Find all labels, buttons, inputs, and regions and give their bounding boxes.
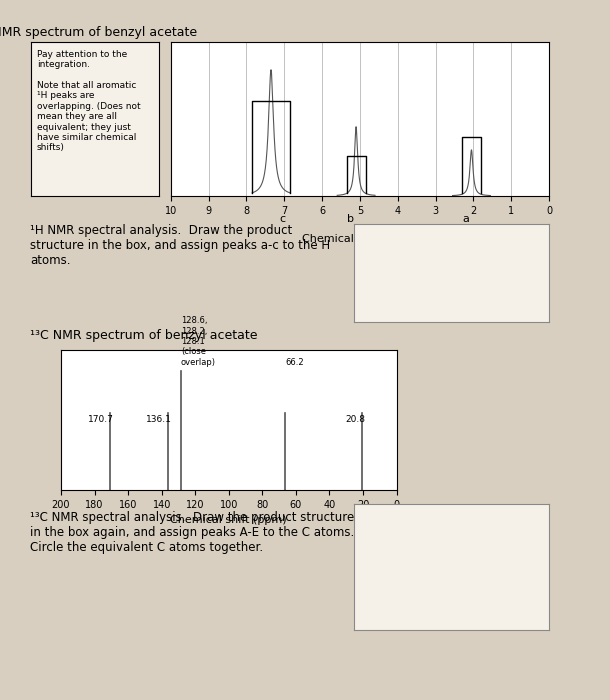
Text: ¹H NMR spectral analysis.  Draw the product
structure in the box, and assign pea: ¹H NMR spectral analysis. Draw the produ… <box>30 224 331 267</box>
Text: c: c <box>279 214 285 225</box>
Text: 170.7: 170.7 <box>88 416 113 424</box>
Text: 128.6,
128.2,
128.1
(close
overlap): 128.6, 128.2, 128.1 (close overlap) <box>181 316 216 367</box>
Text: ¹H NMR spectrum of benzyl acetate: ¹H NMR spectrum of benzyl acetate <box>0 27 197 39</box>
Text: 136.1: 136.1 <box>146 416 171 424</box>
X-axis label: Chemical shift (ppm): Chemical shift (ppm) <box>170 515 287 525</box>
X-axis label: Chemical shift (ppm): Chemical shift (ppm) <box>301 234 418 244</box>
Text: 66.2: 66.2 <box>285 358 304 367</box>
Text: b: b <box>347 214 354 225</box>
Text: ¹³C NMR spectral analysis.  Draw the product structure
in the box again, and ass: ¹³C NMR spectral analysis. Draw the prod… <box>30 511 355 554</box>
Text: ¹³C NMR spectrum of benzyl acetate: ¹³C NMR spectrum of benzyl acetate <box>30 329 258 342</box>
Text: a: a <box>462 214 469 225</box>
Text: Pay attention to the
integration.

Note that all aromatic
¹H peaks are
overlappi: Pay attention to the integration. Note t… <box>37 50 140 153</box>
Text: 20.8: 20.8 <box>345 416 365 424</box>
